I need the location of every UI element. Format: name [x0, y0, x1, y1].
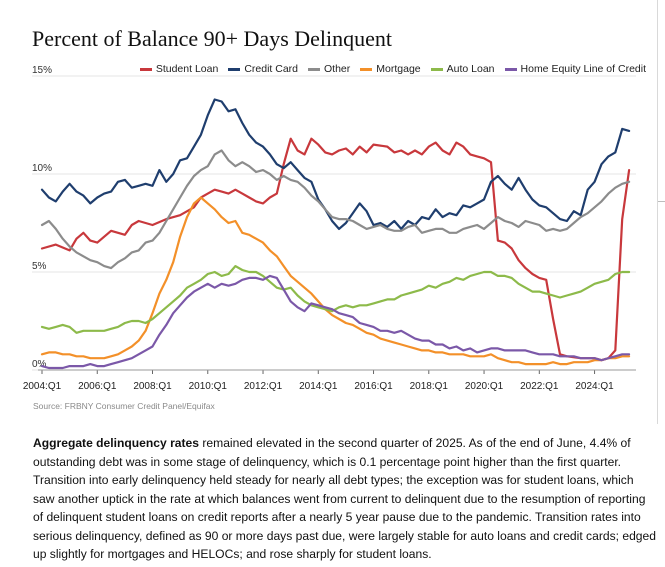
legend-item-student-loan: Student Loan [139, 63, 219, 75]
y-tick-label: 5% [32, 261, 47, 272]
legend-item-home-equity-line-of-credit: Home Equity Line of Credit [504, 63, 646, 75]
x-tick-label: 2012:Q1 [244, 381, 283, 392]
x-tick-label: 2020:Q1 [465, 381, 504, 392]
legend-label: Auto Loan [446, 63, 495, 75]
legend-item-credit-card: Credit Card [228, 63, 298, 75]
chart-title: Percent of Balance 90+ Days Delinquent [32, 26, 393, 51]
chart-source: Source: FRBNY Consumer Credit Panel/Equi… [33, 401, 215, 411]
legend-swatch [504, 67, 517, 71]
summary-body: remained elevated in the second quarter … [33, 436, 656, 561]
legend-label: Other [324, 63, 351, 75]
legend-item-other: Other [308, 63, 350, 75]
edge-divider [658, 201, 665, 202]
x-tick-label: 2018:Q1 [410, 381, 449, 392]
series-line-home-equity-line-of-credit [40, 274, 631, 370]
legend-label: Home Equity Line of Credit [520, 63, 646, 75]
legend-item-mortgage: Mortgage [360, 63, 421, 75]
series-line-credit-card [40, 98, 631, 230]
x-tick-label: 2024:Q1 [575, 381, 614, 392]
y-tick-label: 15% [32, 65, 52, 76]
x-tick-label: 2006:Q1 [78, 381, 117, 392]
x-tick-label: 2004:Q1 [23, 381, 62, 392]
legend-item-auto-loan: Auto Loan [430, 63, 495, 75]
legend-swatch [360, 67, 373, 71]
x-tick-label: 2016:Q1 [354, 381, 393, 392]
legend-label: Student Loan [155, 63, 219, 75]
line-chart: 0% 5% 10% 15% 2004:Q1 2006:Q1 2008:Q1 2010:Q1 20… [23, 65, 636, 392]
legend-swatch [228, 67, 241, 71]
series-line-auto-loan [40, 265, 631, 334]
legend-swatch [308, 67, 320, 71]
series-line-mortgage [40, 196, 631, 366]
y-tick-label: 0% [32, 359, 47, 370]
legend-label: Mortgage [376, 63, 421, 75]
chart-legend: Student Loan Credit Card Other Mortgage Auto… [139, 63, 646, 75]
legend-label: Credit Card [244, 63, 298, 75]
x-tick-label: 2008:Q1 [133, 381, 172, 392]
series-line-student-loan [40, 137, 631, 362]
summary-lead: Aggregate delinquency rates [33, 436, 199, 450]
y-tick-label: 10% [32, 163, 52, 174]
chart-panel: Percent of Balance 90+ Days Delinquent S… [23, 0, 658, 424]
x-tick-label: 2022:Q1 [520, 381, 559, 392]
summary-paragraph: Aggregate delinquency rates remained ele… [33, 434, 658, 564]
x-tick-label: 2014:Q1 [299, 381, 338, 392]
x-tick-label: 2010:Q1 [189, 381, 228, 392]
series-line-other [40, 149, 631, 270]
legend-swatch [139, 67, 152, 71]
legend-swatch [430, 67, 443, 71]
